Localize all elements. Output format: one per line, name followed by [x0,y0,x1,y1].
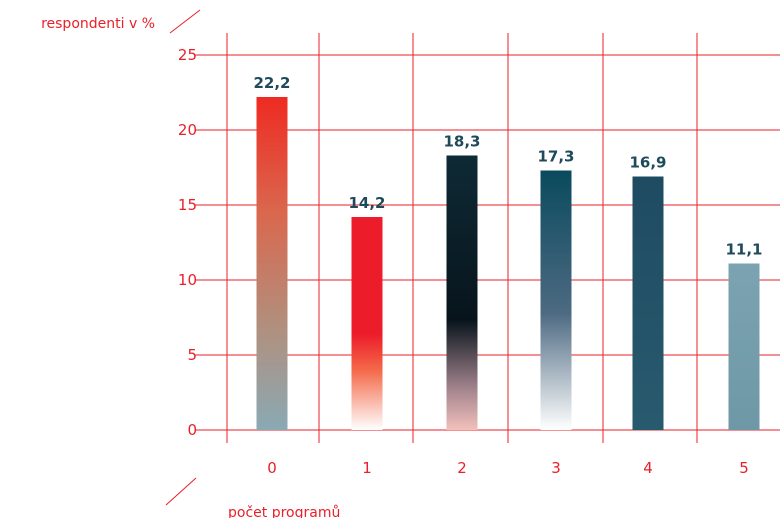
value-label-5: 11,1 [725,241,762,259]
x-tick-label: 4 [643,459,653,477]
grid [195,33,780,443]
y-tick-label: 10 [178,271,197,289]
x-tick-label: 0 [267,459,277,477]
bar-2 [446,155,478,430]
bar-3 [540,170,572,430]
y-tick-label: 20 [178,121,197,139]
y-axis-corner-stroke [169,9,201,34]
x-tick-label: 2 [457,459,467,477]
bar-5 [728,263,760,430]
bars [256,97,760,430]
value-label-2: 18,3 [443,133,480,151]
y-tick-labels: 0 5 10 15 20 25 [178,46,197,439]
x-axis-title: počet programů [228,505,340,518]
x-tick-label: 3 [551,459,561,477]
x-tick-labels: 0 1 2 3 4 5 [267,459,749,477]
bar-0 [256,97,288,430]
value-labels: 22,2 14,2 18,3 17,3 16,9 11,1 [253,74,762,259]
y-tick-label: 5 [187,346,197,364]
y-tick-label: 25 [178,46,197,64]
bar-4 [632,176,664,430]
value-label-4: 16,9 [629,154,666,172]
value-label-3: 17,3 [537,148,574,166]
value-label-1: 14,2 [348,194,385,212]
x-tick-label: 1 [362,459,372,477]
y-axis-title: respondenti v % [41,16,155,32]
y-tick-label: 15 [178,196,197,214]
x-tick-label: 5 [739,459,749,477]
bar-1 [351,217,383,430]
x-axis-corner-stroke [165,477,197,506]
y-tick-label: 0 [187,421,197,439]
value-label-0: 22,2 [253,74,290,92]
